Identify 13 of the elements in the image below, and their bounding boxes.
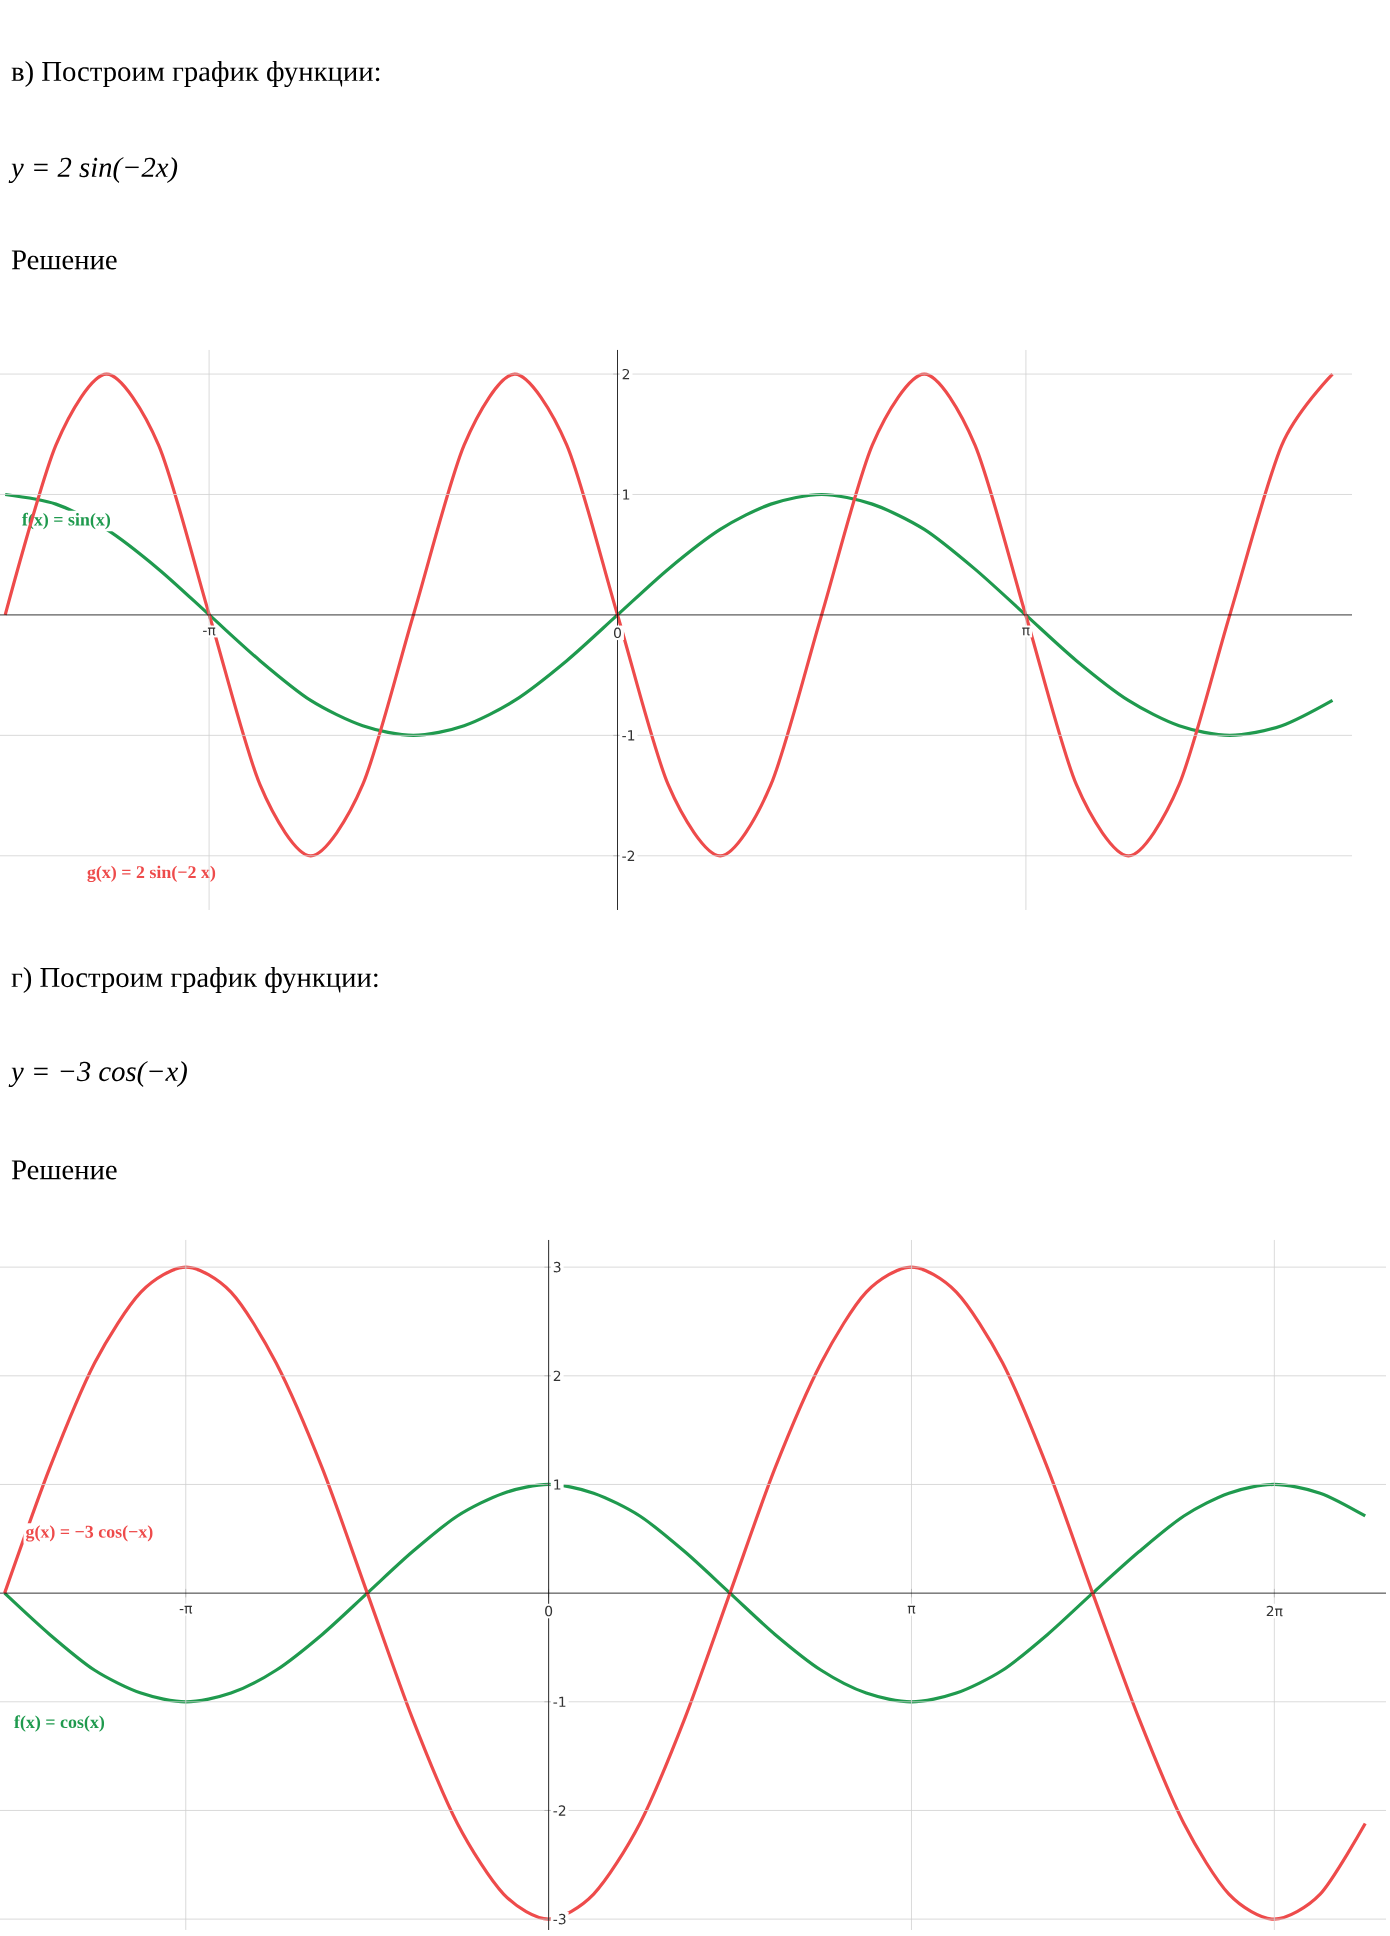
- series-label: g(x) = −3 cos(−x): [25, 1525, 153, 1542]
- chart-title: г) Построим график функции:: [11, 966, 378, 994]
- line-series: [3, 372, 1335, 858]
- line-series: [3, 1265, 1367, 1921]
- text: Решение: [11, 250, 117, 270]
- line-series: [3, 492, 1335, 737]
- series-label: f(x) = cos(x): [14, 1715, 105, 1732]
- text: Решение: [11, 1160, 117, 1180]
- chart-subtitle: y = −3 cos(−x): [8, 1060, 187, 1088]
- chart-subtitle: y = 2 sin(−2x): [8, 156, 178, 184]
- line-series: [3, 1482, 1367, 1704]
- text: g(x) = 2 sin(−2 x): [87, 865, 216, 883]
- chart-title: в) Построим график функции:: [11, 60, 380, 88]
